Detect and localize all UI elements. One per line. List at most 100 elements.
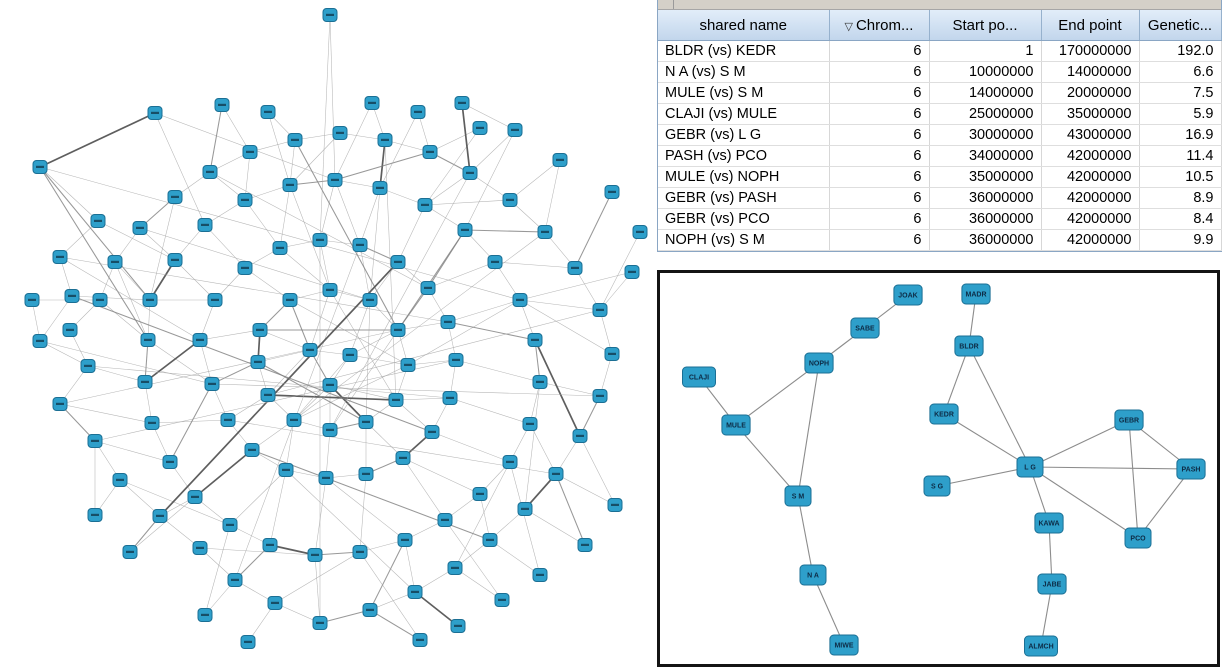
network-node[interactable] [107, 255, 123, 269]
network-node[interactable] [390, 323, 406, 337]
network-edge[interactable] [812, 574, 845, 646]
cell-shared-name[interactable]: GEBR (vs) PASH [658, 187, 830, 209]
network-node[interactable] [537, 225, 553, 239]
network-node[interactable] [424, 425, 440, 439]
network-node[interactable] [632, 225, 648, 239]
network-node[interactable] [267, 596, 283, 610]
network-edge[interactable] [1029, 466, 1192, 470]
network-node[interactable] [192, 333, 208, 347]
cell-shared-name[interactable]: CLAJI (vs) MULE [658, 103, 830, 125]
table-row[interactable]: NOPH (vs) S M 6 36000000 42000000 9.9 [658, 229, 1222, 251]
network-node[interactable] [312, 233, 328, 247]
cell-value[interactable]: 11.4 [1139, 145, 1222, 167]
network-node[interactable] [192, 541, 208, 555]
network-node[interactable] [287, 133, 303, 147]
network-node[interactable] [487, 255, 503, 269]
cell-value[interactable]: 7.5 [1139, 82, 1222, 104]
network-node[interactable] [237, 193, 253, 207]
network-node[interactable] [32, 160, 48, 174]
network-node[interactable] [52, 397, 68, 411]
network-node[interactable] [62, 323, 78, 337]
network-node-kawa[interactable]: KAWA [1034, 512, 1064, 534]
network-edge[interactable] [943, 413, 1031, 468]
network-edge[interactable] [797, 362, 820, 497]
network-node[interactable] [260, 105, 276, 119]
network-node[interactable] [332, 126, 348, 140]
network-node[interactable] [390, 255, 406, 269]
cell-value[interactable]: 34000000 [929, 145, 1042, 167]
network-node[interactable] [237, 261, 253, 275]
cell-shared-name[interactable]: GEBR (vs) PCO [658, 208, 830, 230]
network-node[interactable] [220, 413, 236, 427]
network-node-gebr[interactable]: GEBR [1114, 409, 1144, 431]
network-node[interactable] [202, 165, 218, 179]
network-node[interactable] [207, 293, 223, 307]
network-node[interactable] [342, 348, 358, 362]
cell-shared-name[interactable]: PASH (vs) PCO [658, 145, 830, 167]
table-row[interactable]: BLDR (vs) KEDR 6 1 170000000 192.0 [658, 40, 1222, 62]
network-node[interactable] [197, 218, 213, 232]
network-node-l-g[interactable]: L G [1016, 456, 1044, 478]
network-node[interactable] [197, 608, 213, 622]
network-node[interactable] [552, 153, 568, 167]
network-node[interactable] [80, 359, 96, 373]
network-node[interactable] [260, 388, 276, 402]
network-node[interactable] [572, 429, 588, 443]
network-node[interactable] [318, 471, 334, 485]
network-node[interactable] [24, 293, 40, 307]
network-node[interactable] [252, 323, 268, 337]
cell-value[interactable]: 6 [829, 103, 930, 125]
overview-network-canvas[interactable] [0, 0, 655, 669]
cell-value[interactable]: 42000000 [1041, 208, 1140, 230]
network-node[interactable] [32, 334, 48, 348]
network-node[interactable] [358, 467, 374, 481]
network-node[interactable] [312, 616, 328, 630]
network-node[interactable] [472, 121, 488, 135]
network-node[interactable] [327, 173, 343, 187]
network-node[interactable] [454, 96, 470, 110]
network-node[interactable] [412, 633, 428, 647]
network-node-sabe[interactable]: SABE [850, 317, 880, 339]
cell-value[interactable]: 43000000 [1041, 124, 1140, 146]
network-node[interactable] [420, 281, 436, 295]
network-node[interactable] [322, 8, 338, 22]
network-node[interactable] [322, 378, 338, 392]
cell-value[interactable]: 6 [829, 82, 930, 104]
network-edge[interactable] [1029, 419, 1130, 468]
cell-value[interactable]: 6.6 [1139, 61, 1222, 83]
network-edge[interactable] [735, 424, 799, 497]
network-node[interactable] [604, 347, 620, 361]
network-node[interactable] [522, 417, 538, 431]
network-node[interactable] [112, 473, 128, 487]
network-node[interactable] [250, 355, 266, 369]
network-node[interactable] [422, 145, 438, 159]
network-node[interactable] [322, 283, 338, 297]
cell-value[interactable]: 36000000 [929, 229, 1042, 251]
network-node[interactable] [167, 190, 183, 204]
network-node[interactable] [352, 238, 368, 252]
network-node[interactable] [410, 105, 426, 119]
cell-value[interactable]: 42000000 [1041, 166, 1140, 188]
cell-value[interactable]: 35000000 [1041, 103, 1140, 125]
network-node[interactable] [286, 413, 302, 427]
column-header-chromosome[interactable]: ▽ Chrom... [829, 10, 930, 41]
network-node[interactable] [152, 509, 168, 523]
network-node[interactable] [502, 455, 518, 469]
network-node[interactable] [527, 333, 543, 347]
network-node[interactable] [358, 415, 374, 429]
table-row[interactable]: PASH (vs) PCO 6 34000000 42000000 11.4 [658, 145, 1222, 167]
cell-value[interactable]: 36000000 [929, 208, 1042, 230]
table-row[interactable]: GEBR (vs) PASH 6 36000000 42000000 8.9 [658, 187, 1222, 209]
cell-value[interactable]: 6 [829, 40, 930, 62]
cell-value[interactable]: 25000000 [929, 103, 1042, 125]
network-node[interactable] [187, 490, 203, 504]
cell-value[interactable]: 8.4 [1139, 208, 1222, 230]
cell-value[interactable]: 1 [929, 40, 1042, 62]
network-node[interactable] [388, 393, 404, 407]
network-node-pash[interactable]: PASH [1176, 458, 1206, 480]
network-node[interactable] [87, 434, 103, 448]
column-header-start-position[interactable]: Start po... [929, 10, 1042, 41]
cell-value[interactable]: 6 [829, 208, 930, 230]
cell-value[interactable]: 20000000 [1041, 82, 1140, 104]
cell-value[interactable]: 30000000 [929, 124, 1042, 146]
